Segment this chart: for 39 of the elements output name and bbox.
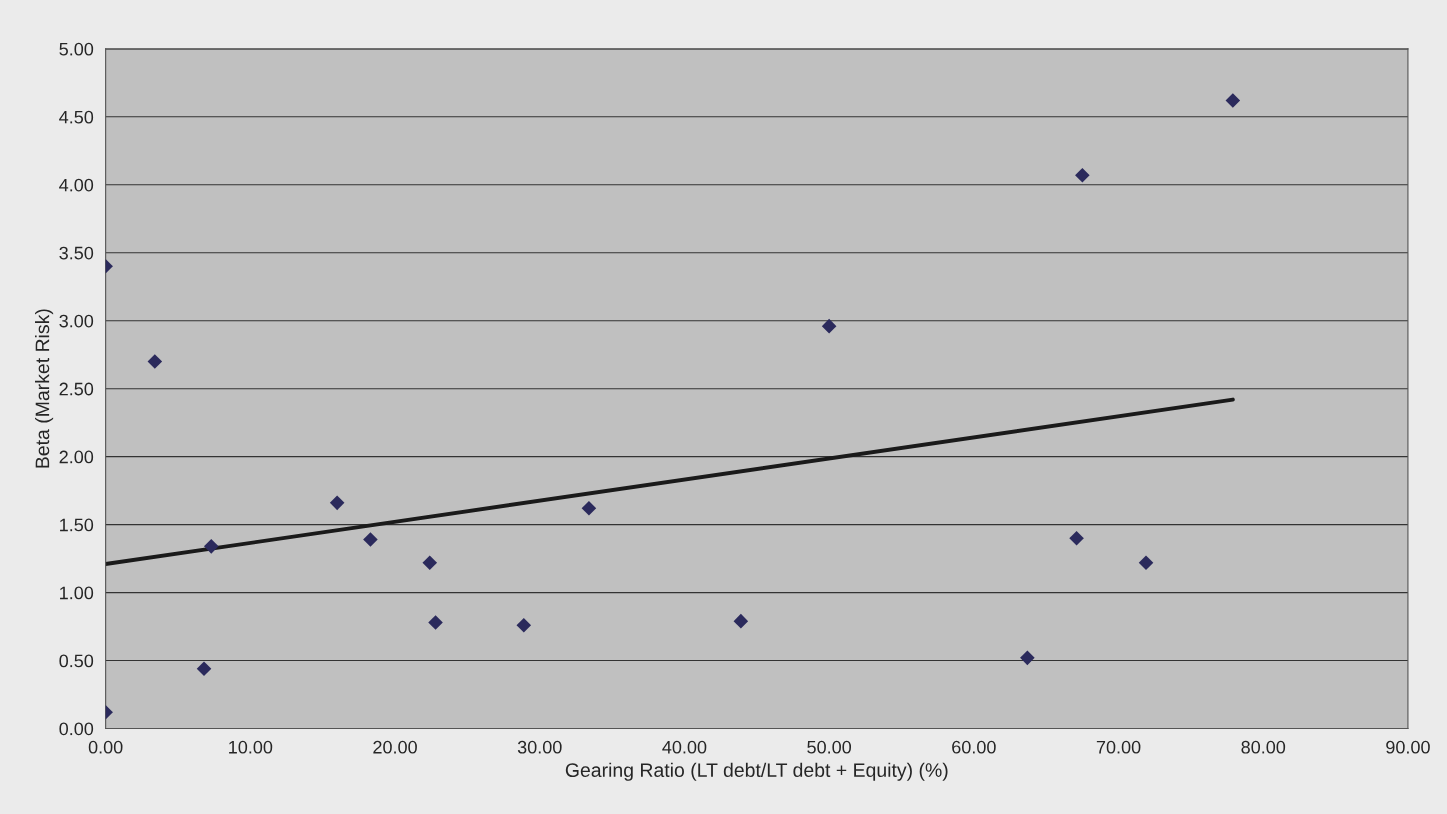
y-tick-label: 1.00 xyxy=(60,586,94,600)
point xyxy=(1138,555,1154,570)
x-tick-label: 80.00 xyxy=(1241,740,1286,754)
point xyxy=(581,501,597,516)
y-tick-label: 0.50 xyxy=(59,654,94,668)
point xyxy=(329,495,345,511)
point xyxy=(516,617,532,633)
point xyxy=(821,318,837,334)
point xyxy=(1075,167,1090,183)
y-tick-label: 4.50 xyxy=(59,110,94,124)
y-tick-label: 2.00 xyxy=(59,450,94,464)
y-tick-label: 3.50 xyxy=(59,246,94,260)
y-tick-label: 4.00 xyxy=(59,178,94,192)
y-axis-title: Beta (Market Risk) xyxy=(35,309,54,468)
x-axis-title: Gearing Ratio (LT debt/LT debt + Equity) (%) xyxy=(565,762,948,781)
x-tick-label: 50.00 xyxy=(807,740,852,754)
point xyxy=(203,539,219,554)
point xyxy=(733,613,749,629)
point xyxy=(1069,530,1084,546)
x-tick-label: 60.00 xyxy=(952,740,996,754)
x-tick-label: 90.00 xyxy=(1386,740,1430,754)
point xyxy=(196,661,212,676)
y-tick-label: 2.50 xyxy=(59,382,94,396)
point xyxy=(428,615,443,630)
y-tick-label: 3.00 xyxy=(59,314,94,328)
x-tick-label: 20.00 xyxy=(373,740,417,754)
x-tick-label: 0.00 xyxy=(88,740,123,754)
x-tick-label: 70.00 xyxy=(1096,740,1141,754)
point xyxy=(1020,650,1035,666)
y-tick-label: 1.50 xyxy=(60,518,94,532)
point xyxy=(147,354,163,369)
y-tick-label: 5.00 xyxy=(59,42,94,56)
x-tick-label: 30.00 xyxy=(517,740,562,754)
point xyxy=(1225,93,1241,108)
x-tick-label: 10.00 xyxy=(229,740,273,754)
point xyxy=(422,555,438,570)
y-tick-label: 0.00 xyxy=(59,722,94,736)
point xyxy=(363,532,378,547)
x-tick-label: 40.00 xyxy=(662,740,707,754)
